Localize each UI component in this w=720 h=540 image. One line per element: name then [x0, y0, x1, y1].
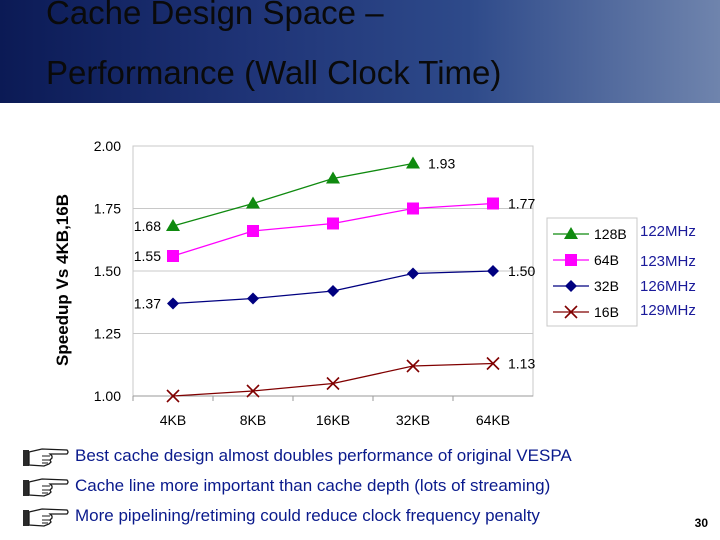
chart-axes: 1.00 1.25 1.50 1.75 2.00 4KB 8KB 16KB 32KB 64KB [94, 138, 534, 428]
slide-title-line-2: Performance (Wall Clock Time) [46, 54, 502, 91]
y-tick-label: 2.00 [94, 138, 121, 154]
bullet-list: Best cache design almost doubles perform… [22, 441, 572, 531]
legend-marker [565, 280, 577, 292]
data-point-64B [167, 250, 179, 262]
bullet-item: More pipelining/retiming could reduce cl… [22, 501, 572, 531]
data-label: 1.93 [428, 156, 455, 172]
data-point-16B [486, 356, 500, 371]
legend-label: 128B [594, 226, 627, 242]
series-line-16B [172, 362, 494, 397]
data-label: 1.55 [134, 248, 161, 264]
clock-frequency-annotation: 129MHz [640, 302, 696, 319]
series-line-64B [172, 202, 494, 257]
legend-marker [564, 227, 578, 239]
bullet-item: Cache line more important than cache dep… [22, 471, 572, 501]
y-axis-title: Speedup Vs 4KB,16B [53, 194, 72, 366]
legend-label: 32B [594, 278, 619, 294]
data-point-16B [166, 389, 180, 403]
bullet-text: Cache line more important than cache dep… [75, 476, 551, 495]
x-marker-stroke [326, 376, 340, 391]
y-tick-label: 1.50 [94, 263, 121, 279]
legend-marker [565, 254, 577, 266]
x-marker-stroke [246, 384, 260, 398]
data-point-128B [326, 171, 340, 184]
data-point-16B [326, 376, 340, 391]
data-point-32B [167, 297, 179, 310]
legend-box [546, 217, 638, 327]
slide-title-line-1: Cache Design Space – [46, 0, 384, 31]
bullet-text: More pipelining/retiming could reduce cl… [75, 506, 540, 525]
data-point-64B [247, 225, 259, 237]
data-point-64B [487, 197, 499, 210]
x-tick-label: 64KB [476, 412, 510, 428]
y-tick-label: 1.75 [94, 201, 121, 217]
x-marker-stroke [564, 305, 578, 319]
y-tick-label: 1.00 [94, 388, 121, 404]
legend-label: 64B [594, 252, 619, 268]
x-marker-stroke [166, 389, 180, 403]
y-tick-label: 1.25 [94, 326, 121, 342]
slide-number: 30 [694, 516, 708, 530]
data-label: 1.37 [134, 296, 161, 312]
x-tick-label: 8KB [240, 412, 266, 428]
bullet-item: Best cache design almost doubles perform… [22, 441, 572, 471]
data-point-128B [406, 156, 420, 169]
data-point-64B [407, 202, 419, 215]
clock-frequency-annotation: 122MHz [640, 223, 696, 240]
data-label: 1.68 [134, 218, 161, 234]
clock-frequency-annotation: 123MHz [640, 253, 696, 270]
data-point-32B [407, 267, 419, 280]
speedup-line-chart: 1.00 1.25 1.50 1.75 2.00 4KB 8KB 16KB 32KB 64KB S… [53, 138, 696, 428]
pointing-hand-icon [23, 508, 69, 527]
legend-label: 16B [594, 304, 619, 320]
x-tick-label: 4KB [160, 412, 186, 428]
chart-legend: 128B 64B 32B 16B 122MHz 123MHz 126MHz 129MHz [546, 217, 696, 327]
data-label: 1.13 [508, 356, 535, 372]
x-marker-stroke [486, 356, 500, 371]
x-tick-label: 16KB [316, 412, 350, 428]
data-point-16B [246, 384, 260, 398]
data-label: 1.50 [508, 263, 535, 279]
pointing-hand-icon [23, 478, 69, 497]
data-point-32B [487, 265, 499, 277]
x-tick-label: 32KB [396, 412, 430, 428]
data-point-16B [406, 359, 420, 373]
series-line-128B [172, 162, 414, 227]
pointing-hand-icon [23, 448, 69, 467]
data-point-128B [166, 219, 180, 231]
bullet-text: Best cache design almost doubles perform… [75, 446, 572, 465]
title-bar: Cache Design Space – Performance (Wall C… [0, 0, 720, 103]
legend-marker [564, 305, 578, 319]
data-point-64B [327, 217, 339, 230]
data-label: 1.77 [508, 196, 535, 212]
data-point-32B [247, 292, 259, 305]
x-marker-stroke [406, 359, 420, 373]
data-point-128B [246, 196, 260, 209]
chart-series: 1.68 1.93 1.55 1.77 1.37 1.50 1.13 [134, 156, 535, 403]
clock-frequency-annotation: 126MHz [640, 278, 696, 295]
data-point-32B [327, 285, 339, 297]
